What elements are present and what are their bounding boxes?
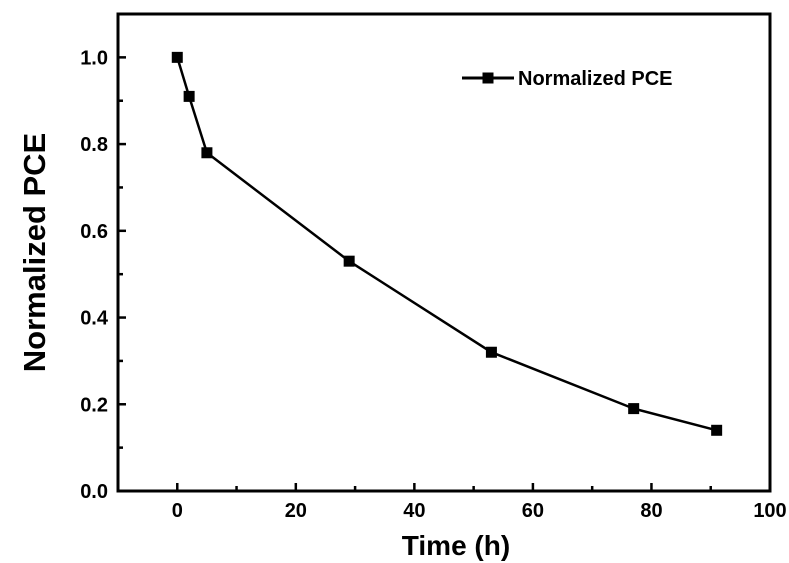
x-axis-title: Time (h): [402, 530, 510, 561]
data-point-marker: [201, 147, 213, 159]
legend-label: Normalized PCE: [518, 68, 672, 90]
legend-marker-square: [482, 72, 494, 84]
x-tick-label: 80: [640, 500, 662, 522]
y-tick-label: 0.6: [80, 221, 108, 243]
data-point-marker: [183, 90, 195, 102]
x-tick-label: 20: [285, 500, 307, 522]
x-tick-label: 60: [522, 500, 544, 522]
legend: Normalized PCE: [462, 68, 672, 90]
y-tick-label: 0.4: [80, 308, 109, 330]
data-point-marker: [711, 424, 723, 436]
data-point-marker: [628, 403, 640, 415]
x-tick-label: 40: [403, 500, 425, 522]
x-tick-label: 100: [753, 500, 786, 522]
plot-frame: [116, 12, 772, 493]
x-tick-label: 0: [172, 500, 183, 522]
axis-ticks: 0.0 0.2 0.4 0.6 0.8 1.0 0 20 40 60 80 100: [80, 47, 787, 522]
y-tick-label: 1.0: [80, 47, 108, 69]
y-tick-label: 0.8: [80, 134, 108, 156]
data-point-marker: [343, 255, 355, 267]
y-tick-label: 0.0: [80, 481, 108, 503]
data-point-marker: [171, 51, 183, 63]
y-tick-label: 0.2: [80, 394, 108, 416]
data-point-marker: [485, 346, 497, 358]
series-layer: [171, 51, 723, 436]
y-axis-title: Normalized PCE: [17, 133, 52, 372]
